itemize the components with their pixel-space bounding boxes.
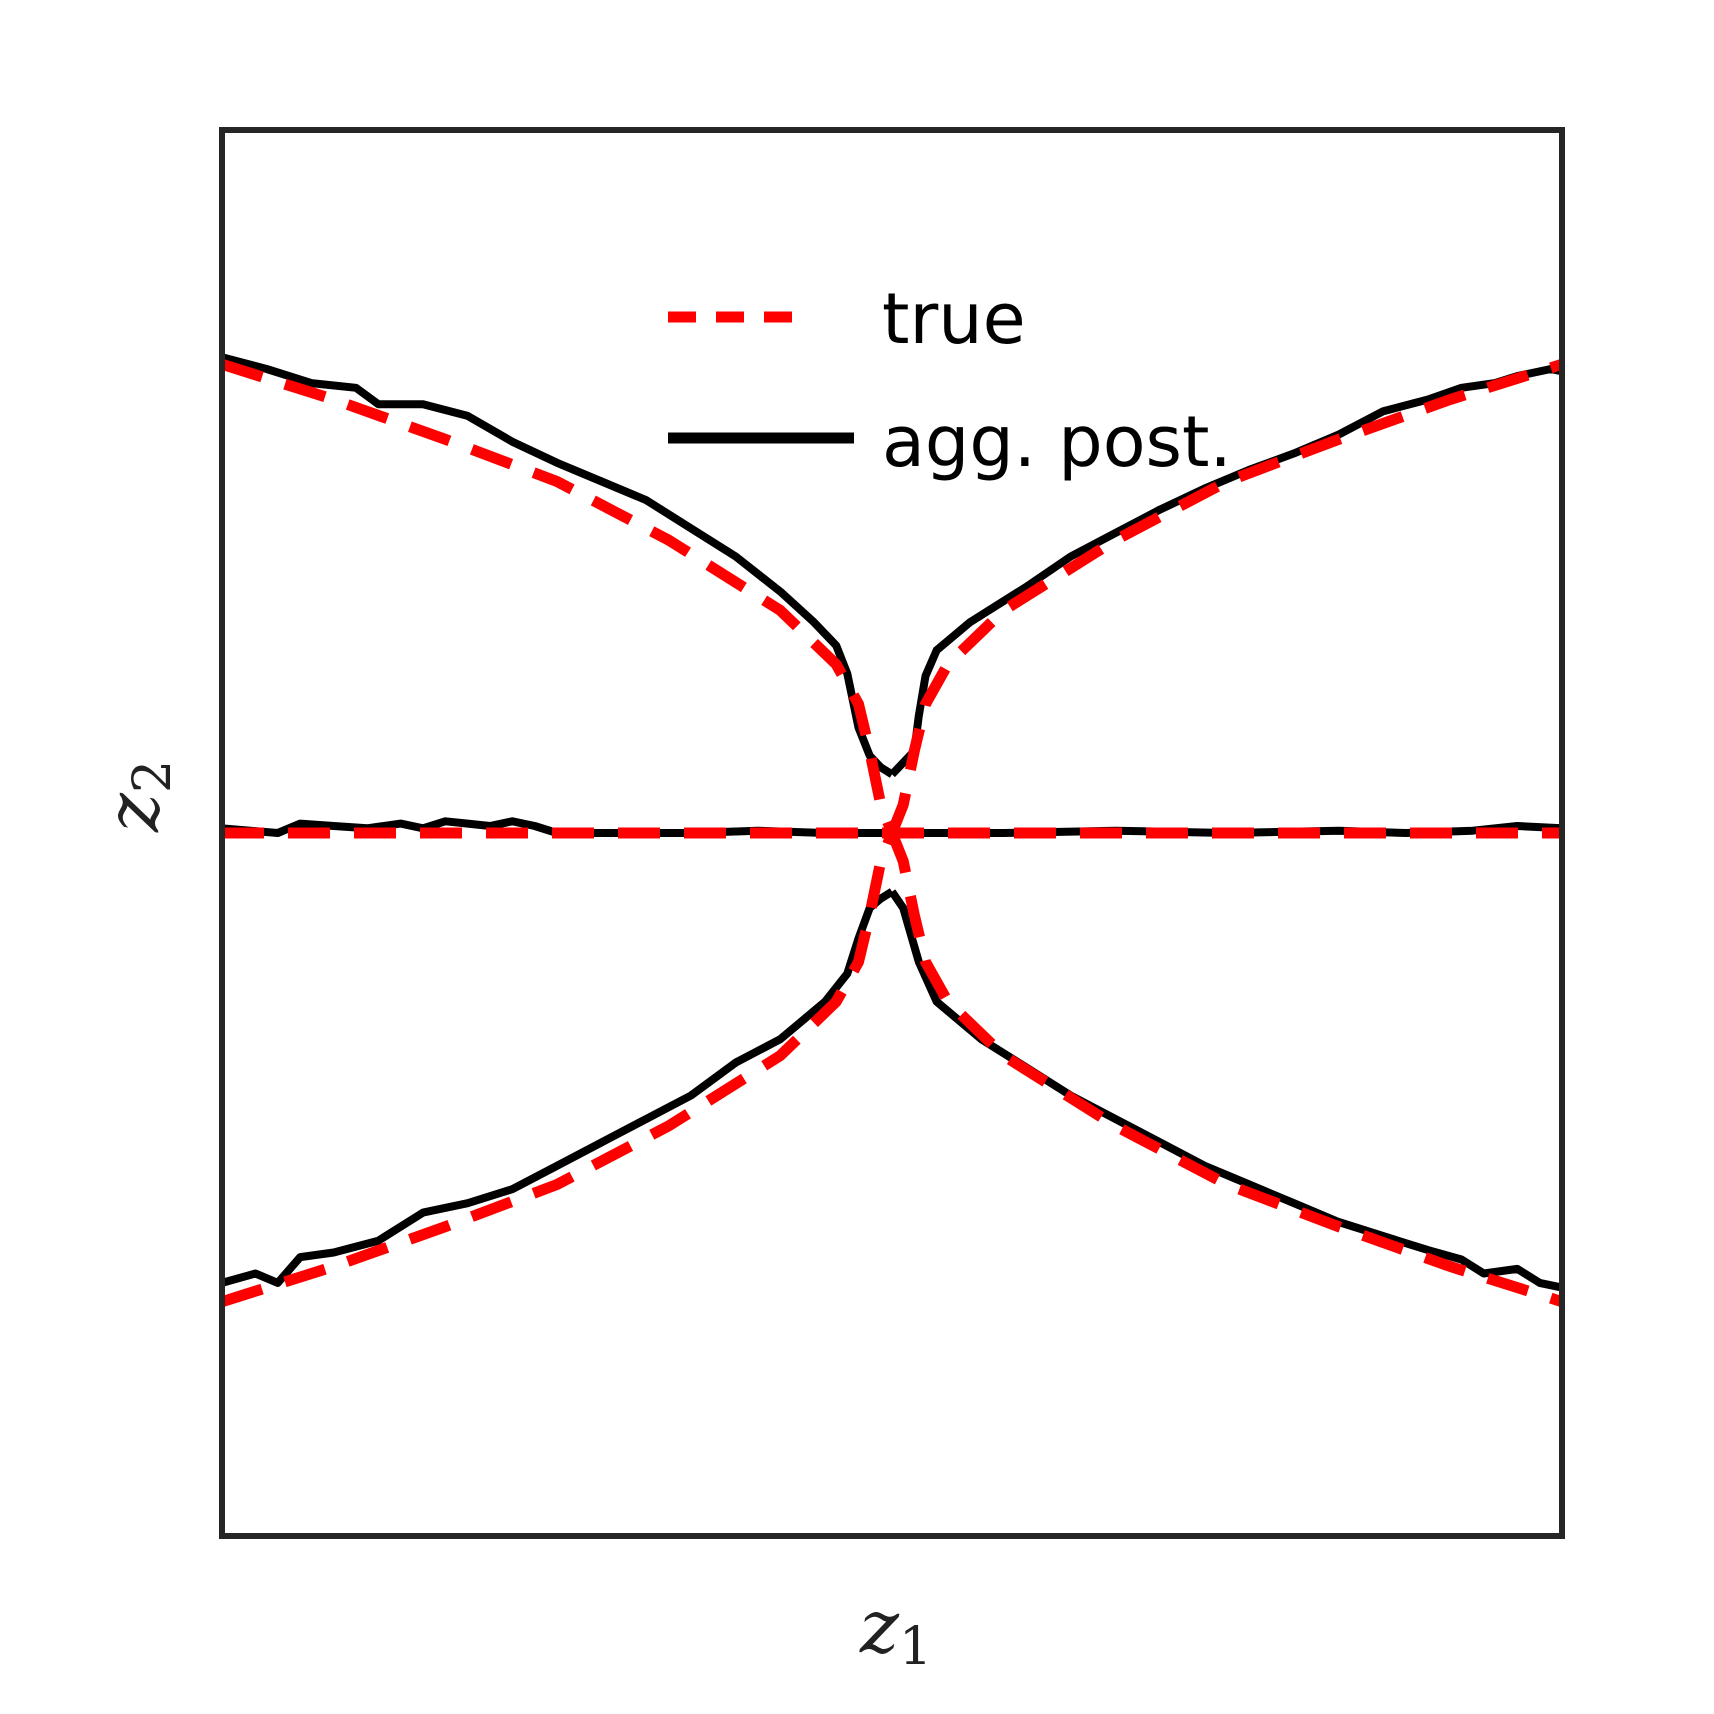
x-axis-label: z1 <box>859 1584 932 1677</box>
legend-label-true: true <box>882 278 1026 360</box>
legend-label-agg-post: agg. post. <box>882 401 1232 483</box>
y-axis-label: z2 <box>90 760 183 833</box>
